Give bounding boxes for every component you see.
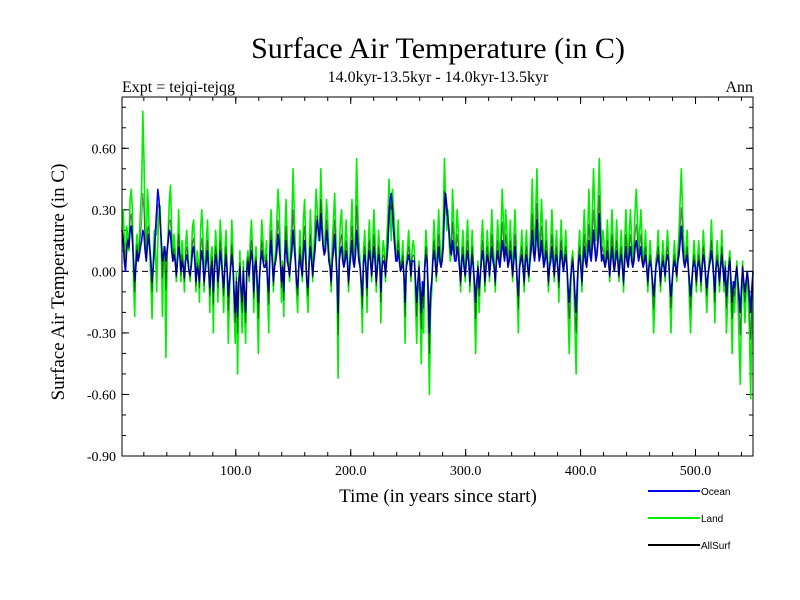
y-axis-label: Surface Air Temperature (in C) — [48, 164, 69, 401]
x-tick-label: 100.0 — [220, 464, 252, 479]
chart-title: Surface Air Temperature (in C) — [251, 32, 625, 65]
chart-subtitle: 14.0kyr-13.5kyr - 14.0kyr-13.5kyr — [328, 69, 549, 86]
y-tick-label: -0.30 — [87, 327, 116, 342]
series-lines — [121, 110, 754, 400]
plot-frame — [121, 96, 754, 457]
y-tick-label: -0.90 — [87, 450, 116, 465]
season-label: Ann — [725, 79, 753, 96]
x-tick-label: 200.0 — [335, 464, 367, 479]
x-tick-label: 400.0 — [565, 464, 597, 479]
series-line-allsurf — [121, 190, 754, 354]
legend-label-allsurf: AllSurf — [701, 541, 731, 552]
x-tick-label: 500.0 — [680, 464, 712, 479]
legend-label-land: Land — [701, 514, 723, 525]
y-tick-label: 0.60 — [92, 142, 117, 157]
legend: Ocean Land AllSurf — [648, 487, 731, 552]
x-tick-label: 300.0 — [450, 464, 482, 479]
legend-label-ocean: Ocean — [701, 487, 730, 498]
y-tick-label: 0.30 — [92, 204, 117, 219]
experiment-label: Expt = tejqi-tejqg — [122, 79, 235, 96]
y-tick-label: 0.00 — [92, 265, 117, 280]
x-axis-label: Time (in years since start) — [339, 486, 537, 507]
y-tick-label: -0.60 — [87, 388, 116, 403]
